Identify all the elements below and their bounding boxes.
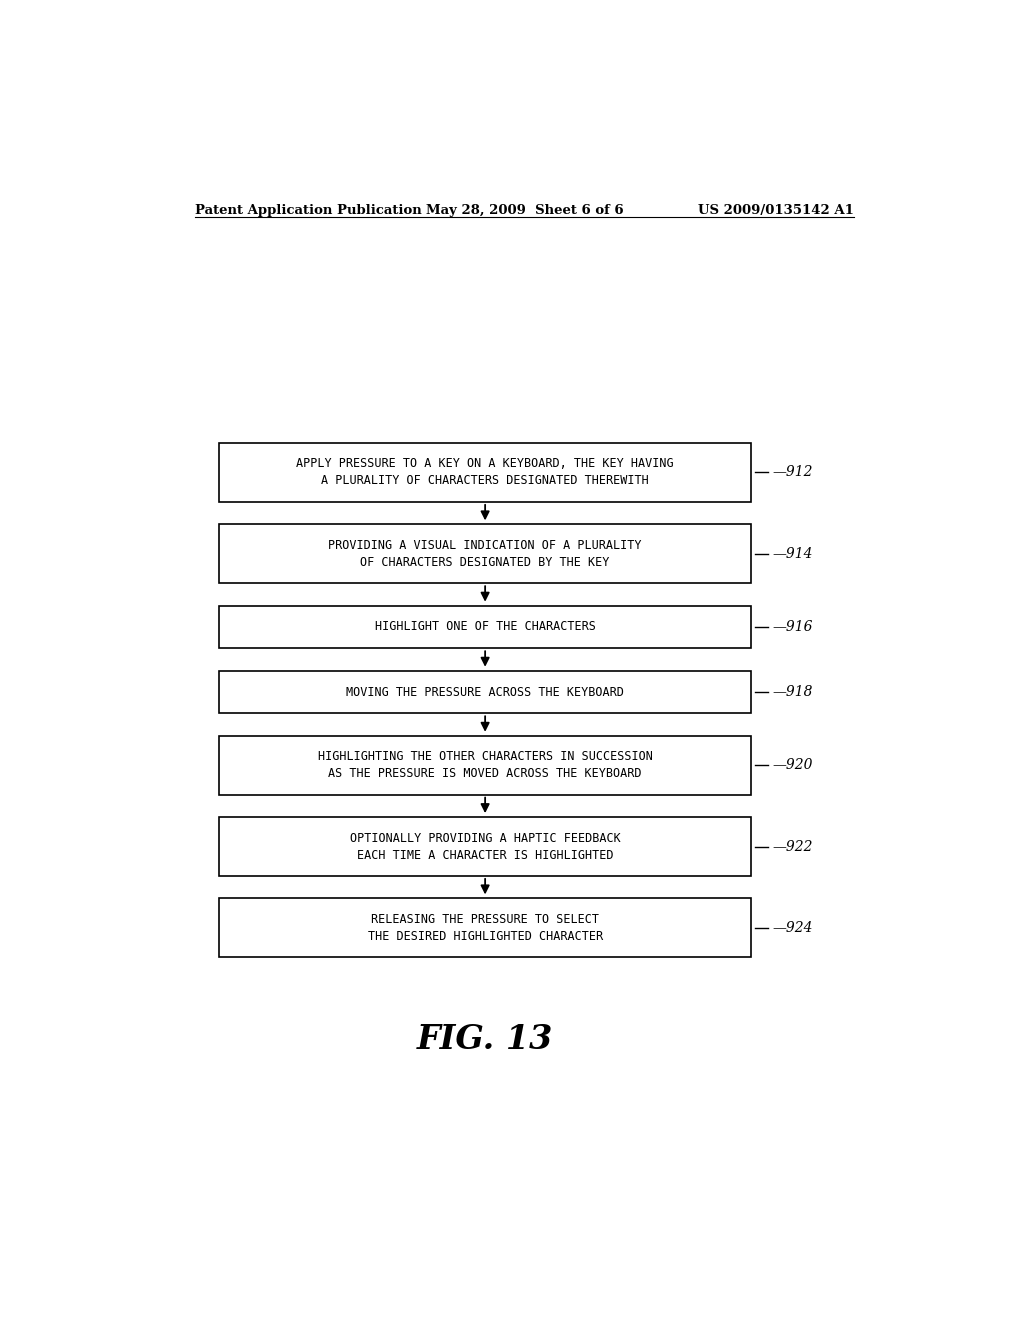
Text: FIG. 13: FIG. 13	[417, 1023, 553, 1056]
Bar	[219, 817, 751, 876]
Text: APPLY PRESSURE TO A KEY ON A KEYBOARD, THE KEY HAVING
A PLURALITY OF CHARACTERS : APPLY PRESSURE TO A KEY ON A KEYBOARD, T…	[296, 458, 674, 487]
Bar	[219, 735, 751, 795]
Text: MOVING THE PRESSURE ACROSS THE KEYBOARD: MOVING THE PRESSURE ACROSS THE KEYBOARD	[346, 685, 624, 698]
Text: Patent Application Publication: Patent Application Publication	[196, 205, 422, 216]
Text: —918: —918	[772, 685, 813, 700]
Bar	[219, 671, 751, 713]
Text: US 2009/0135142 A1: US 2009/0135142 A1	[698, 205, 854, 216]
Text: —922: —922	[772, 840, 813, 854]
Text: —912: —912	[772, 466, 813, 479]
Text: —924: —924	[772, 921, 813, 935]
Bar	[219, 606, 751, 648]
Text: RELEASING THE PRESSURE TO SELECT
THE DESIRED HIGHLIGHTED CHARACTER: RELEASING THE PRESSURE TO SELECT THE DES…	[368, 913, 603, 942]
Text: PROVIDING A VISUAL INDICATION OF A PLURALITY
OF CHARACTERS DESIGNATED BY THE KEY: PROVIDING A VISUAL INDICATION OF A PLURA…	[329, 539, 642, 569]
Text: HIGHLIGHTING THE OTHER CHARACTERS IN SUCCESSION
AS THE PRESSURE IS MOVED ACROSS : HIGHLIGHTING THE OTHER CHARACTERS IN SUC…	[317, 750, 652, 780]
Text: —916: —916	[772, 620, 813, 634]
Bar	[219, 444, 751, 502]
Text: HIGHLIGHT ONE OF THE CHARACTERS: HIGHLIGHT ONE OF THE CHARACTERS	[375, 620, 596, 634]
Text: May 28, 2009  Sheet 6 of 6: May 28, 2009 Sheet 6 of 6	[426, 205, 624, 216]
Text: —914: —914	[772, 546, 813, 561]
Text: OPTIONALLY PROVIDING A HAPTIC FEEDBACK
EACH TIME A CHARACTER IS HIGHLIGHTED: OPTIONALLY PROVIDING A HAPTIC FEEDBACK E…	[350, 832, 621, 862]
Text: —920: —920	[772, 758, 813, 772]
Bar	[219, 524, 751, 583]
Bar	[219, 899, 751, 957]
